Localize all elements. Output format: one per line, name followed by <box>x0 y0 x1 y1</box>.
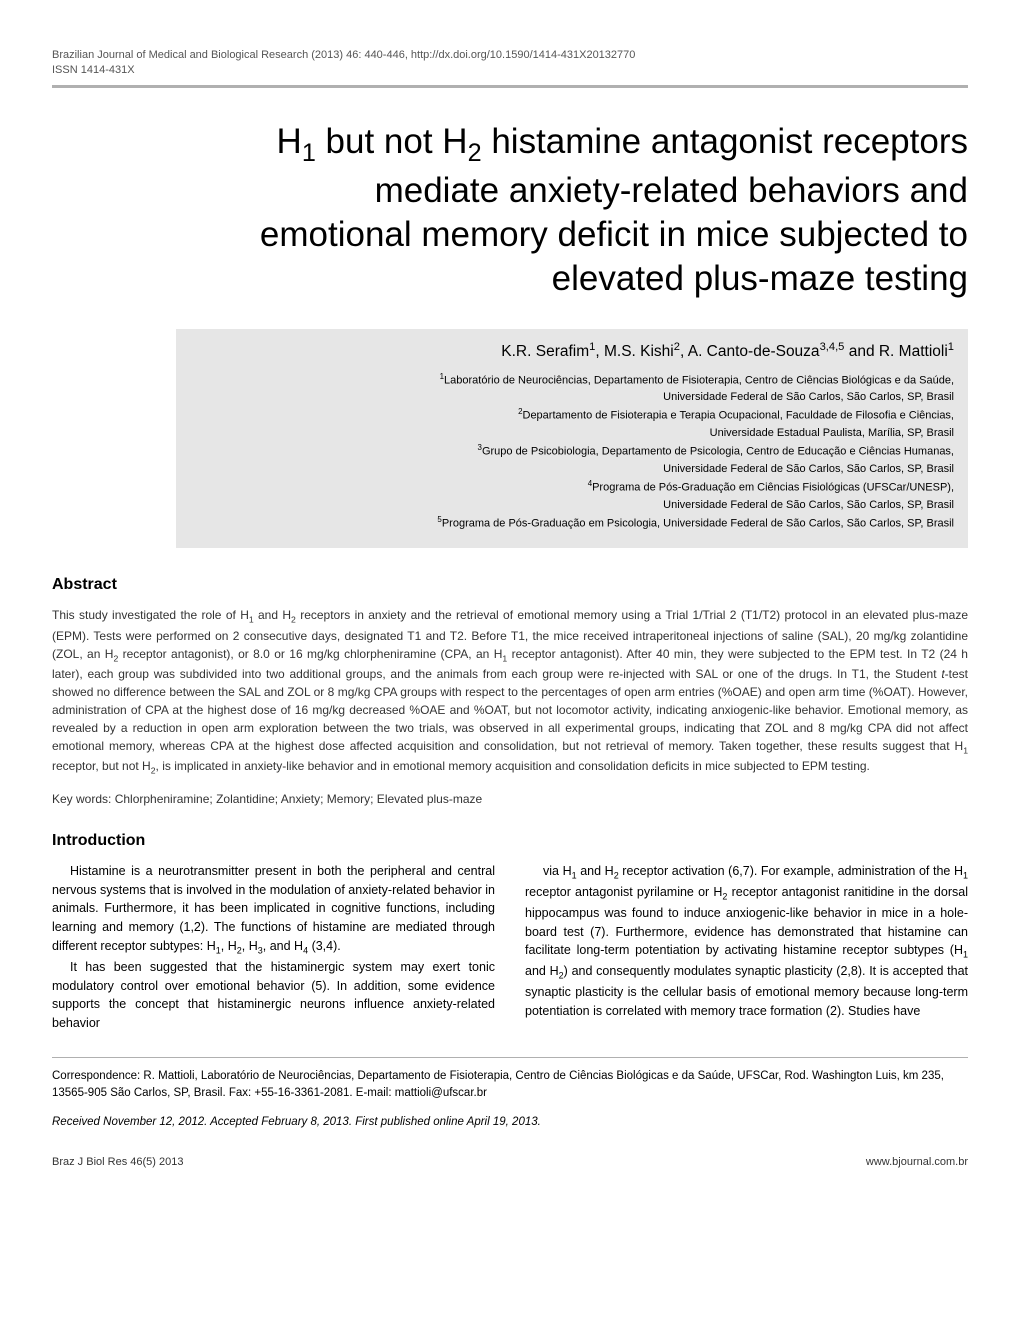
affiliation: Universidade Estadual Paulista, Marília,… <box>190 425 954 442</box>
introduction-heading: Introduction <box>52 832 968 850</box>
page-footer: Braz J Biol Res 46(5) 2013 www.bjournal.… <box>52 1156 968 1168</box>
abstract-heading: Abstract <box>52 576 968 594</box>
header-divider <box>52 85 968 88</box>
article-title: H1 but not H2 histamine antagonist recep… <box>232 120 968 301</box>
affiliation: Universidade Federal de São Carlos, São … <box>190 497 954 514</box>
introduction-col-right: via H1 and H2 receptor activation (6,7).… <box>525 862 968 1033</box>
correspondence-text: Correspondence: R. Mattioli, Laboratório… <box>52 1068 968 1103</box>
authors-affiliations-block: K.R. Serafim1, M.S. Kishi2, A. Canto-de-… <box>176 329 968 549</box>
affiliations-list: 1Laboratório de Neurociências, Departame… <box>190 371 954 533</box>
affiliation: 4Programa de Pós-Graduação em Ciências F… <box>190 478 954 497</box>
affiliation: 1Laboratório de Neurociências, Departame… <box>190 371 954 390</box>
footer-left: Braz J Biol Res 46(5) 2013 <box>52 1156 183 1168</box>
affiliation: 5Programa de Pós-Graduação em Psicologia… <box>190 514 954 533</box>
affiliation: Universidade Federal de São Carlos, São … <box>190 461 954 478</box>
introduction-col-left: Histamine is a neurotransmitter present … <box>52 862 495 1033</box>
footer-divider <box>52 1057 968 1058</box>
authors-line: K.R. Serafim1, M.S. Kishi2, A. Canto-de-… <box>190 341 954 361</box>
journal-line: Brazilian Journal of Medical and Biologi… <box>52 48 968 63</box>
footer-right: www.bjournal.com.br <box>866 1156 968 1168</box>
journal-citation: Brazilian Journal of Medical and Biologi… <box>52 48 968 79</box>
introduction-columns: Histamine is a neurotransmitter present … <box>52 862 968 1033</box>
abstract-text: This study investigated the role of H1 a… <box>52 606 968 777</box>
received-text: Received November 12, 2012. Accepted Feb… <box>52 1116 968 1128</box>
title-block: H1 but not H2 histamine antagonist recep… <box>232 120 968 301</box>
keywords-line: Key words: Chlorpheniramine; Zolantidine… <box>52 792 968 806</box>
affiliation: Universidade Federal de São Carlos, São … <box>190 389 954 406</box>
issn-line: ISSN 1414-431X <box>52 63 968 78</box>
affiliation: 3Grupo de Psicobiologia, Departamento de… <box>190 442 954 461</box>
affiliation: 2Departamento de Fisioterapia e Terapia … <box>190 406 954 425</box>
